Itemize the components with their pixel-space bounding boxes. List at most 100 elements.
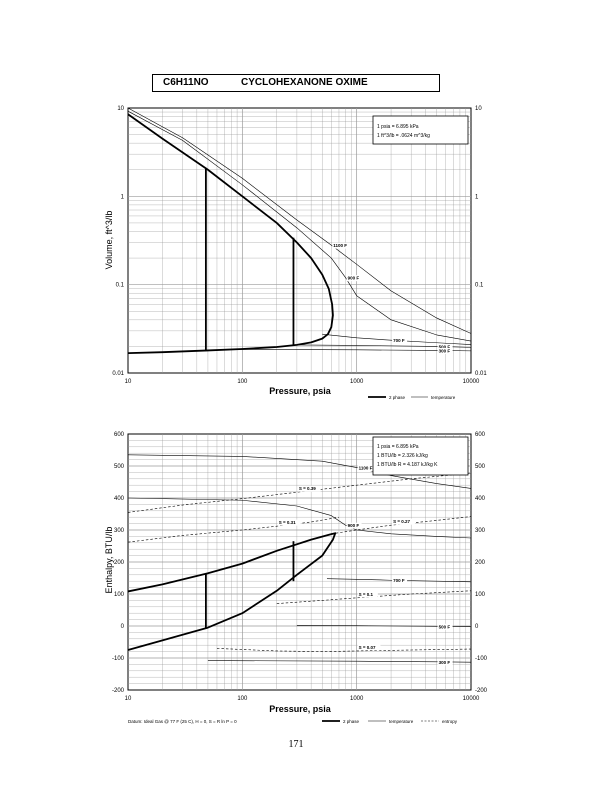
enthalpy-y-tick-label-right: 0 xyxy=(475,624,479,630)
enthalpy-entropy-label: S = 0.1 xyxy=(359,592,374,597)
volume-y-tick-label-right: 0.01 xyxy=(475,371,487,377)
volume-curve-label-bg xyxy=(332,242,350,249)
page-number: 171 xyxy=(288,739,304,750)
enthalpy-two-phase-curve xyxy=(127,532,337,651)
volume-y-tick-label: 1 xyxy=(121,194,125,200)
enthalpy-isotherm-line xyxy=(207,660,472,663)
enthalpy-chart-x-axis-title: Pressure, psia xyxy=(269,704,332,714)
enthalpy-entropy-label: S = 0.31 xyxy=(279,520,296,525)
legend-two-phase-label: 2 phase xyxy=(343,719,360,724)
volume-two-phase-curve xyxy=(127,113,334,354)
volume-isotherm-label: 300 F xyxy=(439,348,451,353)
enthalpy-curve-label-bg xyxy=(277,519,301,526)
enthalpy-entropy-line xyxy=(276,590,472,604)
enthalpy-curve-label-bg xyxy=(357,465,376,472)
volume-isotherm-line xyxy=(322,333,472,345)
enthalpy-x-tick-label: 100 xyxy=(237,696,248,702)
volume-isotherm-line xyxy=(231,349,472,352)
volume-chart-legend: 2 phase temperature xyxy=(368,395,456,400)
enthalpy-isotherm-label: 700 F xyxy=(393,578,405,583)
enthalpy-y-tick-label: 400 xyxy=(114,496,125,502)
volume-x-tick-label: 1000 xyxy=(350,379,364,385)
volume-isotherm-line xyxy=(127,110,472,342)
volume-x-tick-label: 10000 xyxy=(463,379,480,385)
volume-chart-x-axis-title: Pressure, psia xyxy=(269,386,332,396)
enthalpy-isotherm-label: 500 F xyxy=(439,624,451,629)
enthalpy-note-line: 1 BTU/lb = 2.326 kJ/kg xyxy=(377,453,428,459)
enthalpy-y-tick-label-right: 200 xyxy=(475,560,486,566)
enthalpy-curve-label-bg xyxy=(392,518,415,525)
enthalpy-y-tick-label: 500 xyxy=(114,464,125,470)
enthalpy-isotherm-line xyxy=(127,497,472,539)
enthalpy-entropy-label: S = 0.07 xyxy=(359,645,376,650)
legend-temperature-label: temperature xyxy=(389,719,414,724)
enthalpy-note-line: 1 psia = 6.895 kPa xyxy=(377,444,419,450)
enthalpy-curve-label-bg xyxy=(392,577,408,584)
enthalpy-curve-label-bg xyxy=(357,591,378,598)
enthalpy-x-tick-label: 1000 xyxy=(350,696,364,702)
enthalpy-y-tick-label-right: 500 xyxy=(475,464,486,470)
enthalpy-chart-legend: 2 phase temperature entropy xyxy=(322,719,458,724)
enthalpy-y-tick-label-right: 100 xyxy=(475,592,486,598)
volume-y-tick-label-right: 10 xyxy=(475,106,482,112)
volume-curve-label-bg xyxy=(437,347,453,354)
volume-y-tick-label-right: 0.1 xyxy=(475,283,484,289)
volume-chart-y-axis-title: Volume, ft^3/lb xyxy=(104,211,114,270)
enthalpy-entropy-line xyxy=(127,472,472,513)
volume-chart-conversion-note: 1 psia = 6.895 kPa 1 ft^3/lb = .0624 m^3… xyxy=(372,115,469,145)
chart-title-box: C6H11NO CYCLOHEXANONE OXIME xyxy=(152,74,440,92)
enthalpy-entropy-line xyxy=(331,516,472,535)
enthalpy-y-tick-label-right: -100 xyxy=(475,656,488,662)
volume-note-line: 1 ft^3/lb = .0624 m^3/kg xyxy=(377,133,430,139)
volume-x-tick-label: 100 xyxy=(237,379,248,385)
enthalpy-isotherm-line xyxy=(296,625,472,627)
enthalpy-curve-label-bg xyxy=(437,659,453,666)
enthalpy-entropy-label: S = 0.27 xyxy=(393,519,410,524)
legend-entropy-label: entropy xyxy=(442,719,458,724)
enthalpy-y-tick-label: 600 xyxy=(114,432,125,438)
volume-isotherm-label: 900 F xyxy=(348,276,360,281)
enthalpy-curve-label-bg xyxy=(297,485,321,492)
datum-footnote: Datum: Ideal Gas @ 77 F (25 C), H = 0, S… xyxy=(128,719,237,724)
volume-curve-label-bg xyxy=(346,275,362,282)
volume-y-tick-label-right: 1 xyxy=(475,194,479,200)
enthalpy-y-tick-label: 300 xyxy=(114,528,125,534)
enthalpy-y-tick-label-right: 600 xyxy=(475,432,486,438)
enthalpy-y-tick-label: -200 xyxy=(112,688,125,694)
compound-name: CYCLOHEXANONE OXIME xyxy=(241,77,368,88)
enthalpy-y-tick-label-right: 300 xyxy=(475,528,486,534)
volume-isotherm-line xyxy=(296,344,472,348)
enthalpy-x-tick-label: 10 xyxy=(125,696,132,702)
enthalpy-curve-label-bg xyxy=(346,522,362,529)
volume-isotherm-label: 700 F xyxy=(393,338,405,343)
legend-temperature-label: temperature xyxy=(431,395,456,400)
chemical-formula: C6H11NO xyxy=(163,77,209,88)
enthalpy-isotherm-label: 300 F xyxy=(439,660,451,665)
enthalpy-entropy-line xyxy=(216,648,472,652)
enthalpy-chart-conversion-note: 1 psia = 6.895 kPa 1 BTU/lb = 2.326 kJ/k… xyxy=(372,436,469,476)
enthalpy-y-tick-label: -100 xyxy=(112,656,125,662)
volume-x-tick-label: 10 xyxy=(125,379,132,385)
volume-y-tick-label: 0.01 xyxy=(112,371,124,377)
volume-isotherm-label: 500 F xyxy=(439,344,451,349)
enthalpy-x-tick-label: 10000 xyxy=(463,696,480,702)
enthalpy-curve-label-bg xyxy=(357,644,381,651)
volume-isotherm-label: 1100 F xyxy=(333,243,347,248)
enthalpy-entropy-label: S = 0.39 xyxy=(299,486,316,491)
volume-y-tick-label: 0.1 xyxy=(116,283,125,289)
enthalpy-isotherm-label: 1100 F xyxy=(359,466,373,471)
enthalpy-y-tick-label: 200 xyxy=(114,560,125,566)
enthalpy-isotherm-label: 900 F xyxy=(348,523,360,528)
volume-isotherm-line xyxy=(127,107,472,334)
enthalpy-y-tick-label-right: 400 xyxy=(475,496,486,502)
enthalpy-note-line: 1 BTU/lb R = 4.187 kJ/kg K xyxy=(377,462,438,468)
volume-chart-frame xyxy=(127,107,472,374)
volume-curve-label-bg xyxy=(392,337,408,344)
legend-two-phase-label: 2 phase xyxy=(389,395,406,400)
volume-y-tick-label: 10 xyxy=(117,106,124,112)
volume-note-line: 1 psia = 6.895 kPa xyxy=(377,124,419,130)
enthalpy-curve-label-bg xyxy=(437,623,453,630)
enthalpy-isotherm-line xyxy=(326,578,472,583)
enthalpy-y-tick-label-right: -200 xyxy=(475,688,488,694)
